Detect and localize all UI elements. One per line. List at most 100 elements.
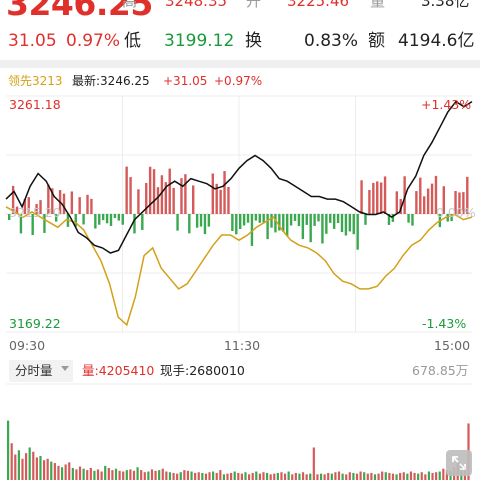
diff-bar-up [39,200,42,214]
volume-bar [150,469,154,480]
volume-bar [305,474,308,480]
diff-bar-up [35,204,38,214]
volume-bar [377,473,380,480]
diff-bar-down [356,214,359,250]
volume-bar [183,470,186,480]
volume-bar [93,470,96,480]
volume-bar [334,472,337,480]
high-value: 3248.35 [165,0,228,10]
diff-bar-down [54,214,58,222]
volume-bar [118,470,121,480]
diff-bar-down [258,214,261,223]
diff-bar-down [117,214,121,221]
volume-bar [111,470,114,480]
diff-bar-up [415,191,418,214]
volume-bar [283,473,287,480]
volume-bar [147,471,150,480]
volume-bar [89,467,92,480]
volume-bar [345,474,348,480]
volume-bar [230,472,233,480]
volume-bar [78,466,82,480]
diff-bar-up [148,166,152,214]
volume-bar [86,470,89,480]
volume-bar [265,472,269,480]
diff-bar-up [454,191,457,214]
volume-bar [114,468,118,480]
volume-bar [10,443,13,480]
volume-bar [158,470,161,480]
diff-bar-up [129,177,132,214]
volume-bar [75,469,78,480]
diff-bar-down [348,214,352,232]
diff-bar-down [305,214,308,225]
volume-bar [341,473,344,480]
diff-bar-up [23,199,27,214]
volume-bar [129,469,132,480]
volume-bar [172,472,175,480]
volume-bar [373,474,377,480]
volume-bar [427,471,431,480]
diff-bar-down [274,214,277,233]
volume-bar [204,473,208,480]
volume-bar [104,465,107,480]
diff-bar-up [15,206,19,214]
diff-bar-down [188,214,191,234]
volume-bar [276,472,279,480]
diff-bar-up [399,199,402,214]
volume-bar [391,473,395,480]
diff-bar-up [51,188,54,214]
volume-bar [208,472,211,480]
diff-bar-down [101,214,105,221]
change-percent: 0.97% [66,31,121,51]
diff-bar-down [231,214,234,231]
diff-bar-up [27,197,30,214]
diff-bar-down [203,214,207,235]
diff-bar-down [407,214,410,223]
axis-base-percent: 0.00% [436,205,476,220]
axis-min-price: 3169.22 [9,316,61,331]
volume-label: 量 [370,0,386,10]
volume-bar [201,472,204,480]
volume-bar [14,454,17,480]
diff-bar-down [105,214,109,224]
volume-bar [122,471,125,480]
volume-bar [42,460,46,480]
diff-bar-up [360,180,363,214]
volume-bar [222,474,226,480]
volume-bar [194,472,197,480]
volume-bar [280,472,283,480]
expand-button[interactable] [446,450,472,476]
volume-bar [312,447,315,480]
volume-bar [409,471,413,480]
diff-bar-down [207,214,211,227]
volume-bar [24,453,28,480]
volume-bar [219,470,222,480]
volume-bar [247,474,251,480]
volume-bar [136,467,139,480]
high-label: 高 [122,0,138,10]
price-diff-bars [8,166,469,250]
volume-bar [291,474,294,480]
diff-bar-down [121,214,124,225]
amount-value: 4194.6亿 [398,31,475,51]
volume-bar [323,474,326,480]
diff-bar-up [160,175,164,214]
volume-bar [168,472,172,480]
diff-bar-down [293,214,297,221]
diff-bar-down [285,214,289,237]
diff-bar-down [235,214,238,235]
volume-bar [28,447,31,480]
diff-bar-up [219,189,222,214]
volume-bar [57,465,60,480]
diff-bar-down [313,214,316,226]
volume-bar [244,472,247,480]
diff-bar-up [215,183,218,214]
diff-bar-down [176,214,179,231]
volume-value: 3.38亿 [421,0,470,10]
volume-bar [395,474,398,480]
diff-bar-up [403,176,406,214]
diff-bar-up [466,176,469,214]
diff-bar-down [364,214,367,225]
volume-indicator-tab[interactable]: 分时量 [9,360,73,382]
